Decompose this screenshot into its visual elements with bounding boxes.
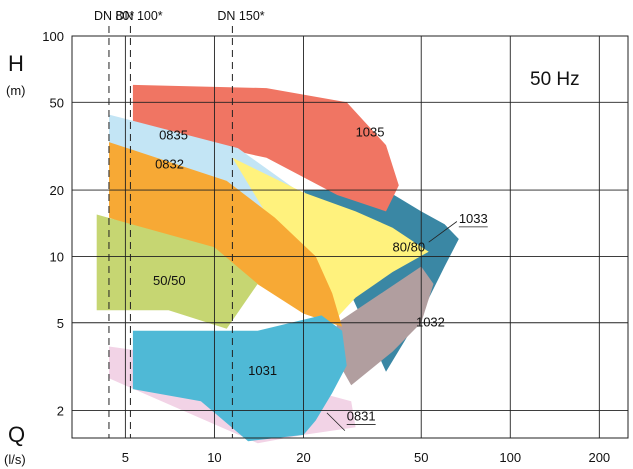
x-axis-unit: (l/s) xyxy=(4,452,26,467)
y-tick-50: 50 xyxy=(50,95,64,110)
dn-label-DN100: DN 100* xyxy=(115,9,162,23)
region-50-50 xyxy=(96,214,258,329)
region-80-80 xyxy=(232,157,429,323)
x-tick-50: 50 xyxy=(414,450,428,465)
performance-regions xyxy=(96,84,459,444)
y-axis-letter: H xyxy=(8,51,24,76)
region-1031 xyxy=(132,315,347,442)
region-labels: 0831 1033 1032 1035 0835 80/80 0832 1031 50/50 xyxy=(153,124,488,431)
label-50-50: 50/50 xyxy=(153,273,186,288)
region-0832 xyxy=(109,142,343,327)
y-axis-unit: (m) xyxy=(6,83,26,98)
y-tick-100: 100 xyxy=(42,29,64,44)
label-1035: 1035 xyxy=(356,124,385,139)
x-tick-5: 5 xyxy=(122,450,129,465)
leader-0831 xyxy=(326,412,346,431)
leader-1033 xyxy=(428,221,458,243)
x-axis-letter: Q xyxy=(8,422,25,447)
label-80-80: 80/80 xyxy=(393,240,426,255)
label-1031: 1031 xyxy=(248,363,277,378)
x-tick-200: 200 xyxy=(588,450,610,465)
label-0831: 0831 xyxy=(347,409,376,424)
y-tick-5: 5 xyxy=(57,316,64,331)
label-0832: 0832 xyxy=(155,157,184,172)
y-tick-10: 10 xyxy=(50,249,64,264)
frequency-annotation: 50 Hz xyxy=(530,69,580,90)
tick-labels: 5 10 20 50 100 200 2 5 10 20 50 100 xyxy=(42,29,610,465)
y-tick-20: 20 xyxy=(50,183,64,198)
label-0835: 0835 xyxy=(159,127,188,142)
x-tick-10: 10 xyxy=(207,450,221,465)
region-1032 xyxy=(332,266,434,386)
grid-lines xyxy=(71,35,629,439)
dn-label-DN80: DN 80* xyxy=(94,9,134,23)
region-1035 xyxy=(132,84,399,212)
x-tick-20: 20 xyxy=(296,450,310,465)
label-1033: 1033 xyxy=(459,211,488,226)
x-tick-100: 100 xyxy=(499,450,521,465)
dn-label-DN150: DN 150* xyxy=(217,9,264,23)
y-tick-2: 2 xyxy=(57,403,64,418)
pipe-size-lines: DN 80*DN 100* DN 150* xyxy=(94,9,265,438)
label-1032: 1032 xyxy=(416,315,445,330)
